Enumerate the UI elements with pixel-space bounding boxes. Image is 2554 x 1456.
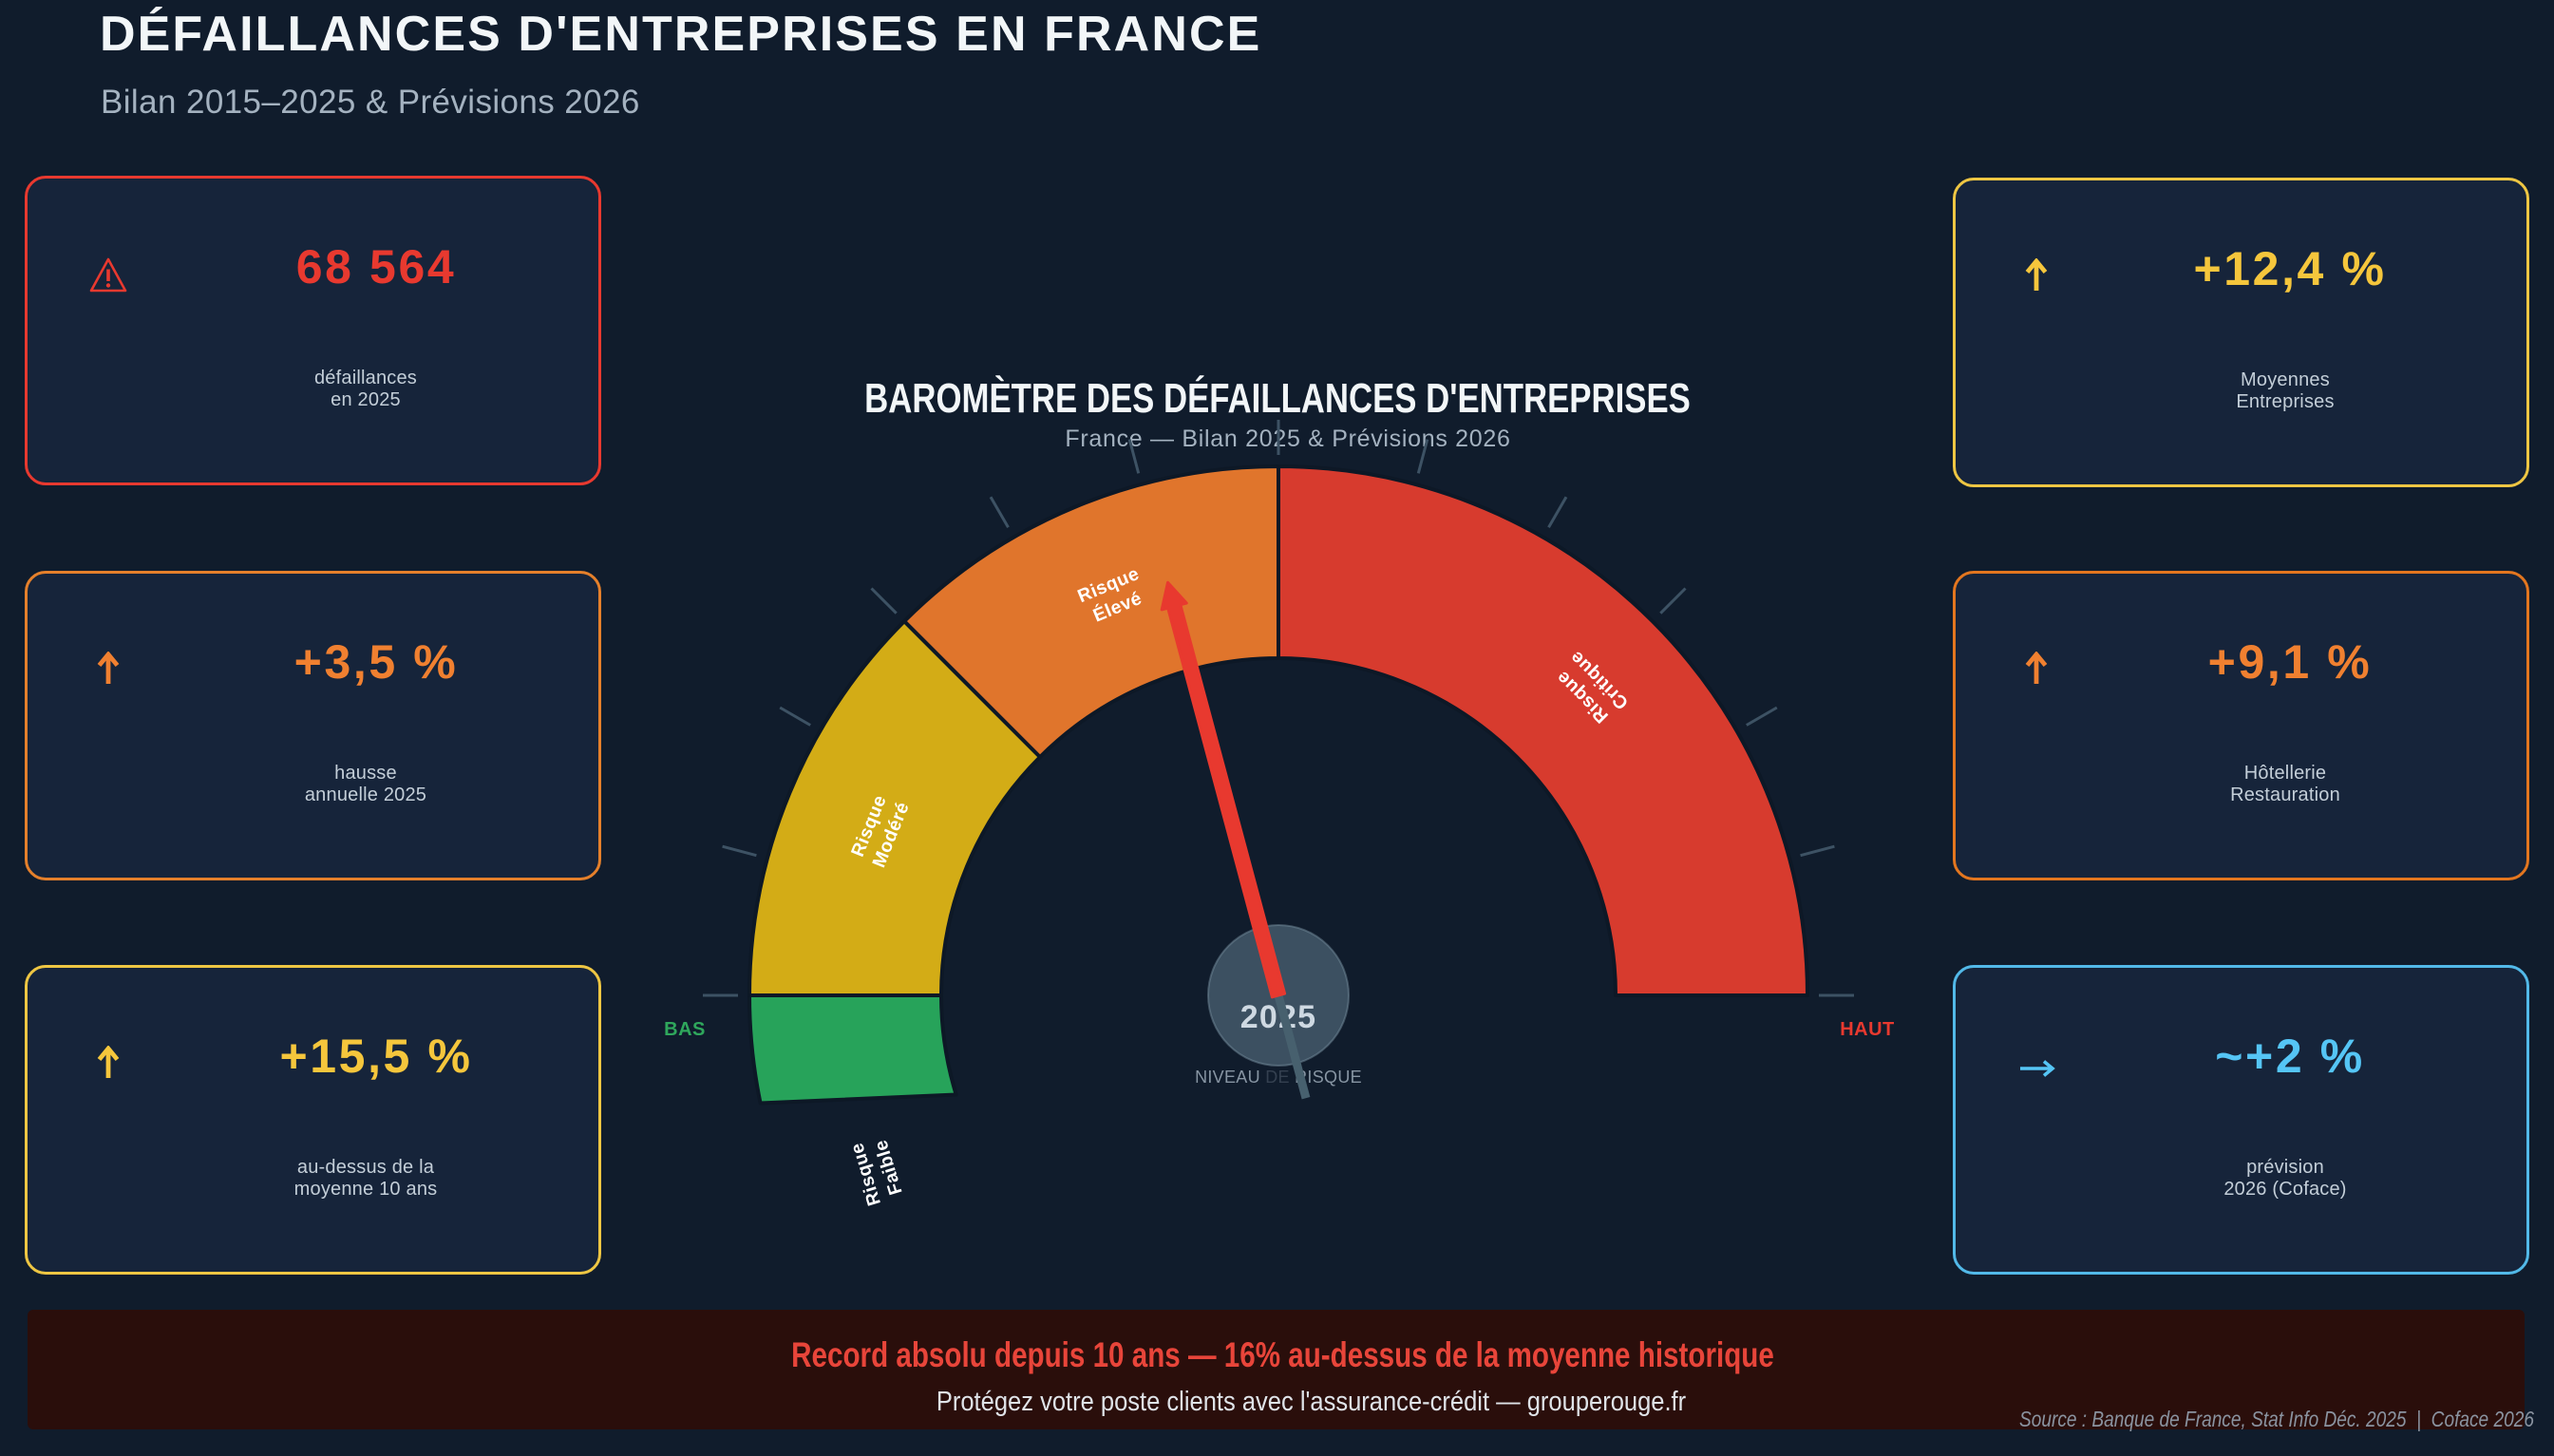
svg-text:BAS: BAS [664,1019,706,1040]
svg-text:HAUT: HAUT [1840,1019,1895,1040]
svg-text:RisqueFaible: RisqueFaible [846,1133,908,1208]
svg-text:NIVEAU DE RISQUE: NIVEAU DE RISQUE [1195,1068,1362,1087]
